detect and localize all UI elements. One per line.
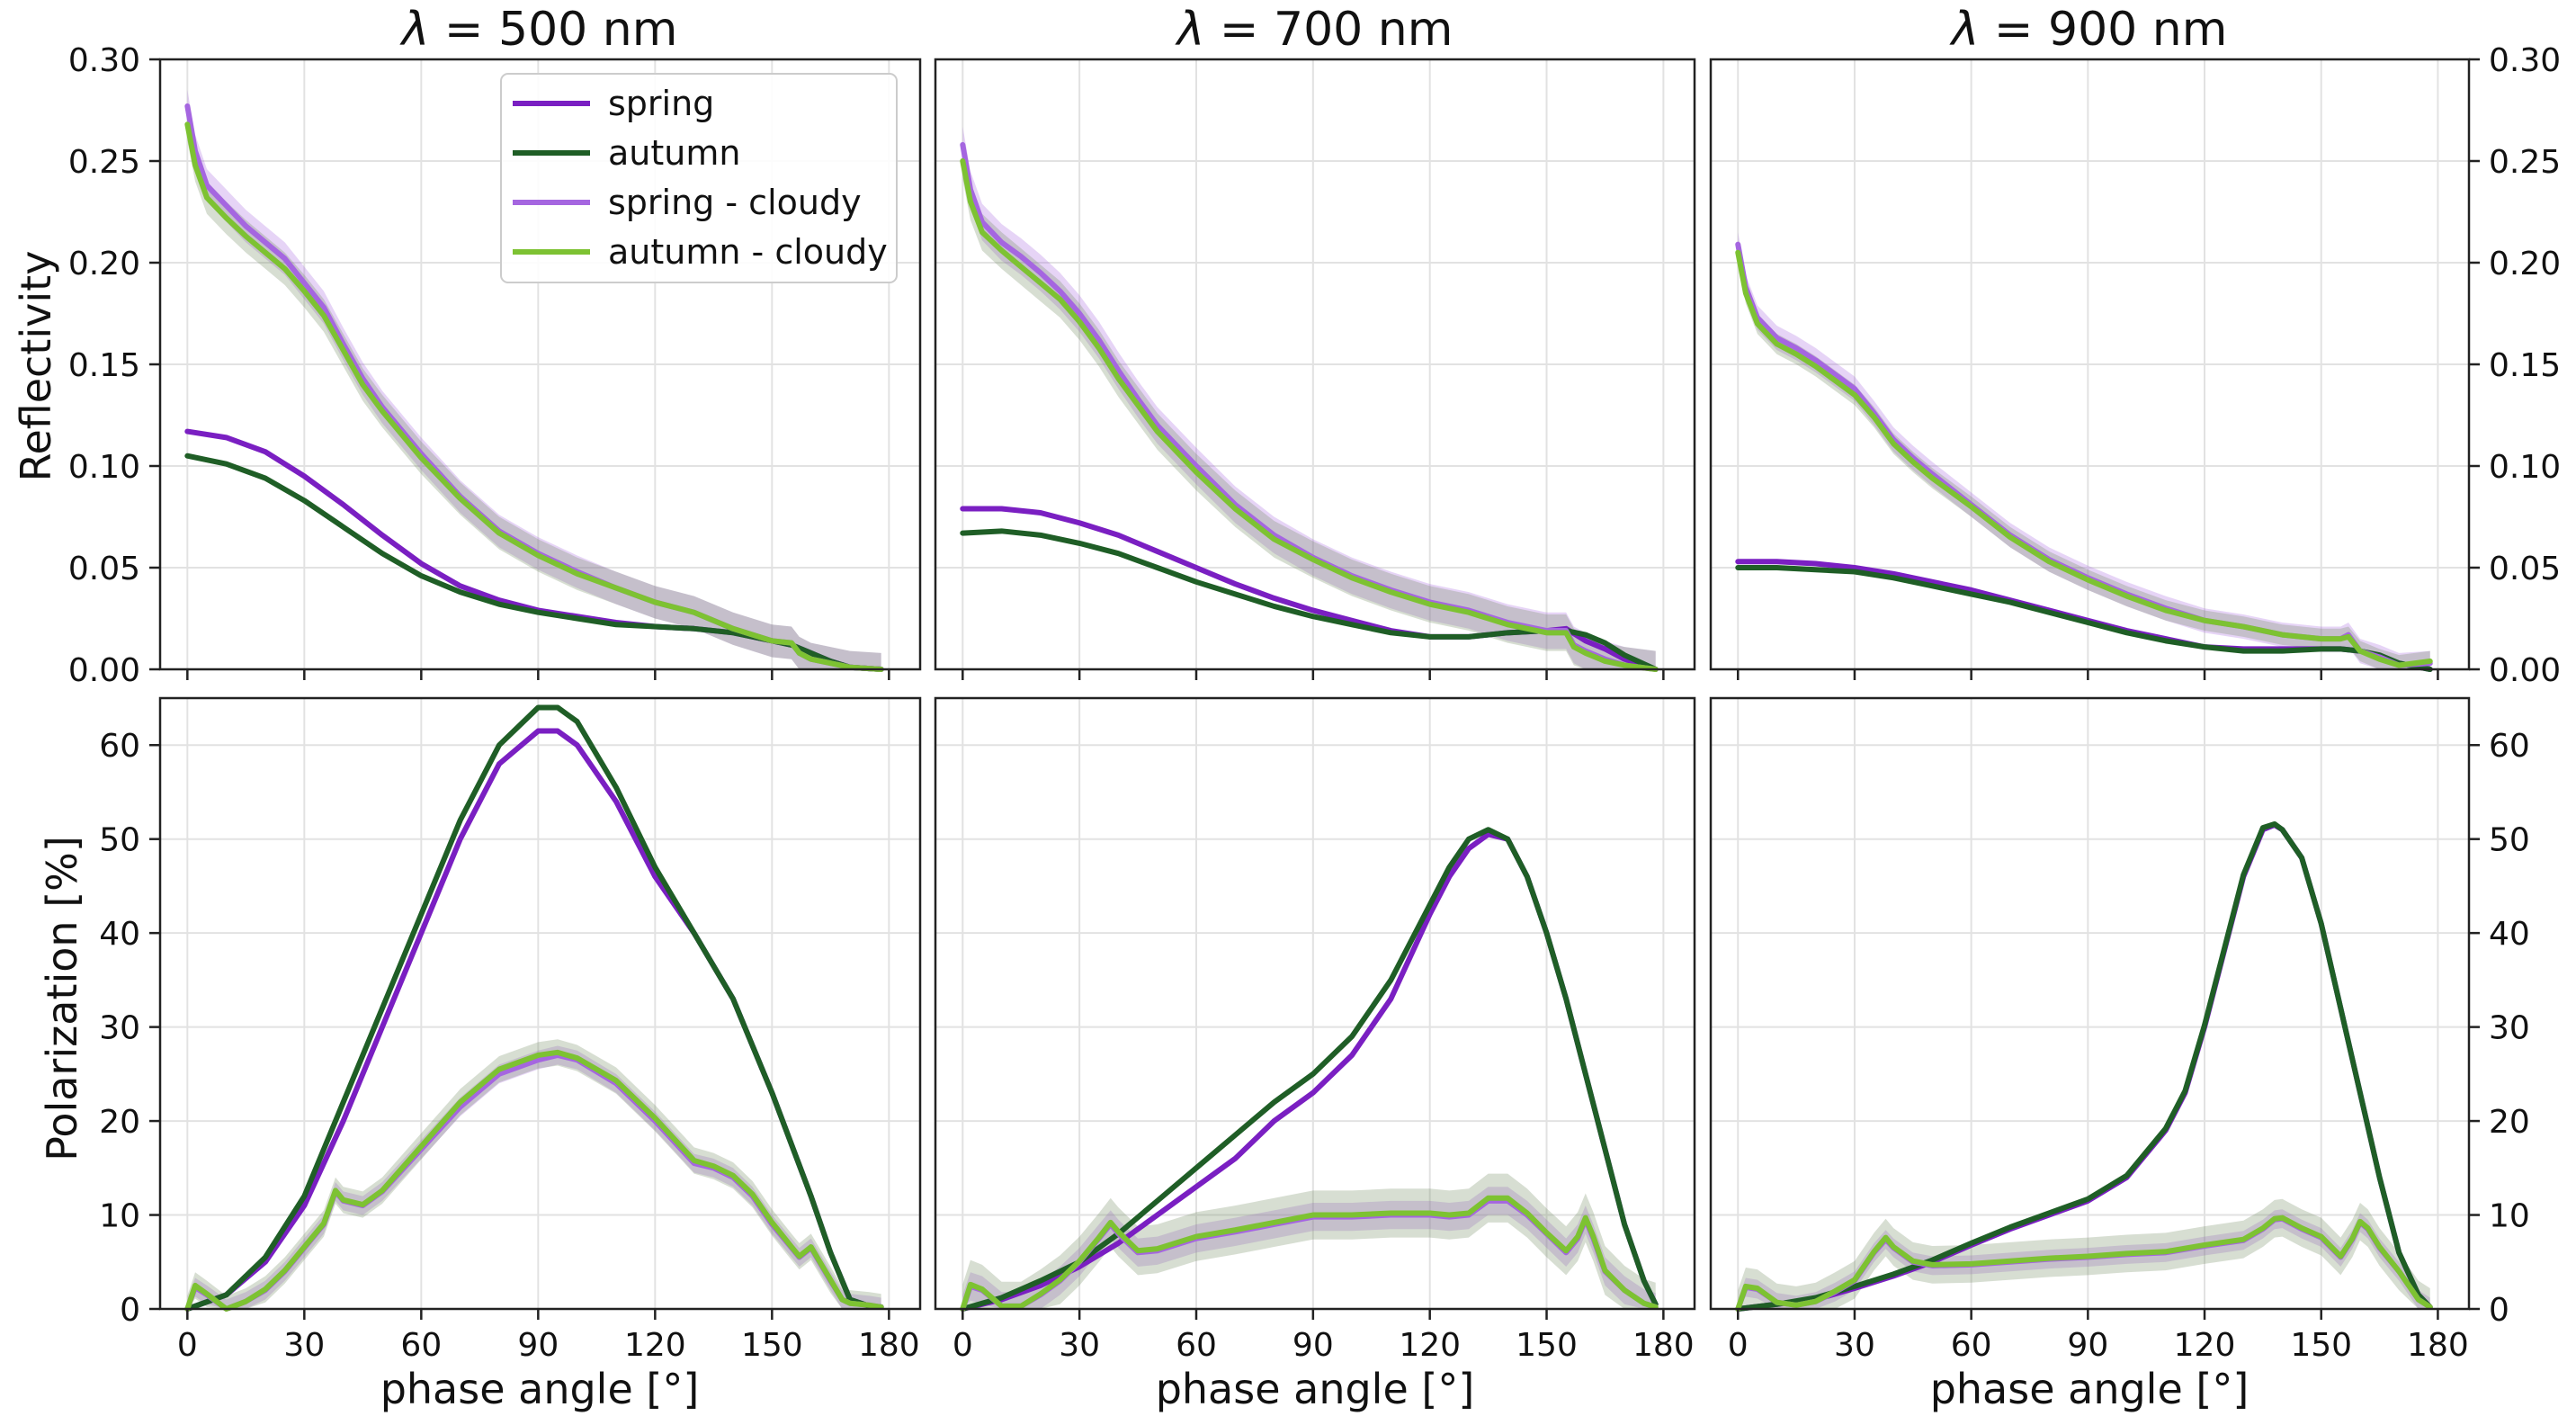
y-tick-label: 0.25 (68, 144, 140, 181)
line-autumn-cloudy-reflectivity-700nm (960, 158, 1659, 672)
x-tick-label: 90 (1292, 1327, 1334, 1364)
legend-box (500, 73, 898, 283)
x-tick-label: 180 (2407, 1327, 2469, 1364)
y-tick-label: 20 (99, 1104, 140, 1141)
line-autumn-cloudy-reflectivity-500nm (184, 121, 884, 672)
y-tick-label: 0.00 (68, 652, 140, 689)
band-spring-cloudy-reflectivity-900nm (1738, 232, 2430, 669)
y-tick-label: 0.15 (2489, 347, 2561, 384)
band-spring-cloudy-polarization-700nm (962, 1187, 1656, 1309)
x-tick-label: 180 (1632, 1327, 1695, 1364)
legend-label-autumn: autumn (608, 133, 740, 173)
x-tick-label: 150 (1516, 1327, 1578, 1364)
line-autumn-reflectivity-900nm (1735, 565, 2433, 672)
line-autumn-cloudy-polarization-900nm (1735, 1214, 2433, 1312)
x-tick-label: 180 (858, 1327, 920, 1364)
x-tick-label: 90 (2067, 1327, 2108, 1364)
line-autumn-reflectivity-500nm (184, 453, 884, 672)
y-tick-label: 0.05 (2489, 551, 2561, 587)
y-tick-label: 0.10 (2489, 449, 2561, 486)
y-tick-label: 40 (99, 916, 140, 953)
x-tick-label: 30 (1834, 1327, 1875, 1364)
ylabel-reflectivity: Reflectivity (12, 251, 60, 482)
legend-label-spring-cloudy: spring - cloudy (608, 183, 862, 222)
lambda-symbol: λ = (1949, 3, 2048, 57)
y-tick-label: 10 (2489, 1198, 2530, 1235)
y-tick-label: 0.10 (68, 449, 140, 486)
band-spring-cloudy-polarization-500nm (187, 1045, 881, 1309)
line-autumn-polarization-900nm (1735, 820, 2433, 1312)
legend-label-spring: spring (608, 84, 714, 123)
x-tick-label: 60 (1176, 1327, 1217, 1364)
y-tick-label: 40 (2489, 916, 2530, 953)
band-autumn-cloudy-polarization-500nm (187, 1039, 881, 1309)
legend-label-autumn-cloudy: autumn - cloudy (608, 232, 888, 272)
x-tick-label: 120 (2174, 1327, 2236, 1364)
column-title-900: λ = 900 nm (1949, 3, 2228, 57)
x-tick-label: 30 (1059, 1327, 1100, 1364)
lambda-symbol: λ = (1175, 3, 1274, 57)
y-tick-label: 60 (99, 728, 140, 765)
x-tick-label: 0 (953, 1327, 973, 1364)
tick-layer: 0.00 0.05 0.10 0.15 0.20 0.25 0.30 0.00 0.05 0.10… (68, 42, 2561, 1364)
line-layer (184, 103, 2433, 1312)
plot-frame-polarization-900nm (1709, 696, 2471, 1311)
wavelength-label: 900 nm (2048, 3, 2227, 57)
legend: spring autumn spring - cloudy autumn - c… (500, 73, 898, 283)
y-tick-label: 0.00 (2489, 652, 2561, 689)
line-autumn-cloudy-polarization-700nm (960, 1195, 1659, 1312)
y-tick-label: 0 (120, 1292, 140, 1329)
line-autumn-polarization-500nm (184, 704, 884, 1312)
ylabel-polarization: Polarization [%] (38, 836, 86, 1161)
xlabel-900: phase angle [°] (1930, 1365, 2250, 1413)
line-spring-reflectivity-700nm (960, 506, 1659, 672)
x-tick-label: 60 (1951, 1327, 1992, 1364)
y-tick-label: 0.20 (68, 246, 140, 282)
line-autumn-reflectivity-700nm (960, 528, 1659, 672)
y-tick-label: 60 (2489, 728, 2530, 765)
band-autumn-cloudy-reflectivity-500nm (187, 108, 881, 670)
wavelength-label: 700 nm (1274, 3, 1453, 57)
line-spring-cloudy-reflectivity-700nm (960, 141, 1659, 672)
x-tick-label: 150 (2290, 1327, 2352, 1364)
column-title-700: λ = 700 nm (1175, 3, 1453, 57)
x-tick-label: 120 (624, 1327, 686, 1364)
y-tick-label: 10 (99, 1198, 140, 1235)
line-spring-cloudy-reflectivity-900nm (1735, 241, 2433, 668)
band-spring-cloudy-reflectivity-700nm (962, 126, 1656, 669)
xlabel-700: phase angle [°] (1156, 1365, 1475, 1413)
y-tick-label: 0.25 (2489, 144, 2561, 181)
lambda-symbol: λ = (399, 3, 498, 57)
y-tick-label: 0.30 (68, 42, 140, 79)
band-autumn-cloudy-reflectivity-700nm (962, 142, 1656, 669)
y-tick-label: 30 (99, 1010, 140, 1047)
y-tick-label: 0.05 (68, 551, 140, 587)
line-autumn-cloudy-polarization-500nm (184, 1049, 884, 1312)
y-tick-label: 50 (2489, 822, 2530, 859)
y-tick-label: 30 (2489, 1010, 2530, 1047)
y-tick-label: 20 (2489, 1104, 2530, 1141)
x-tick-label: 30 (283, 1327, 325, 1364)
xlabel-500: phase angle [°] (380, 1365, 700, 1413)
plot-frame-polarization-700nm (934, 696, 1696, 1311)
band-autumn-cloudy-reflectivity-900nm (1738, 242, 2430, 669)
x-tick-label: 0 (177, 1327, 198, 1364)
x-tick-label: 0 (1728, 1327, 1749, 1364)
y-tick-label: 0.15 (68, 347, 140, 384)
plot-frame-polarization-500nm (158, 696, 922, 1311)
plot-frame-reflectivity-700nm (934, 58, 1696, 671)
y-tick-label: 50 (99, 822, 140, 859)
wavelength-label: 500 nm (498, 3, 677, 57)
x-tick-label: 120 (1399, 1327, 1461, 1364)
y-tick-label: 0 (2489, 1292, 2509, 1329)
y-tick-label: 0.20 (2489, 246, 2561, 282)
column-title-500: λ = 500 nm (399, 3, 678, 57)
line-autumn-cloudy-reflectivity-900nm (1735, 249, 2433, 668)
y-tick-label: 0.30 (2489, 42, 2561, 79)
x-tick-label: 150 (741, 1327, 803, 1364)
x-tick-label: 60 (400, 1327, 442, 1364)
x-tick-label: 90 (517, 1327, 559, 1364)
